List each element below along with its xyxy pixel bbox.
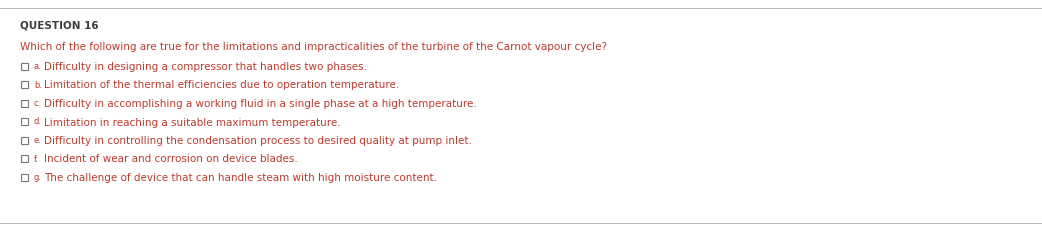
Text: QUESTION 16: QUESTION 16	[20, 20, 99, 30]
Bar	[21, 63, 28, 70]
Text: f.: f.	[34, 155, 39, 164]
Text: b.: b.	[34, 81, 42, 90]
Bar	[21, 137, 28, 144]
Bar	[21, 81, 28, 88]
Bar	[21, 174, 28, 181]
Text: d.: d.	[34, 117, 42, 126]
Bar	[21, 118, 28, 125]
Text: e.: e.	[34, 136, 42, 145]
Text: Which of the following are true for the limitations and impracticalities of the : Which of the following are true for the …	[20, 42, 607, 52]
Text: g.: g.	[34, 173, 42, 182]
Text: Difficulty in controlling the condensation process to desired quality at pump in: Difficulty in controlling the condensati…	[44, 136, 472, 146]
Text: Difficulty in designing a compressor that handles two phases.: Difficulty in designing a compressor tha…	[44, 62, 367, 72]
Text: a.: a.	[34, 62, 42, 71]
Text: Limitation in reaching a suitable maximum temperature.: Limitation in reaching a suitable maximu…	[44, 117, 341, 128]
Text: Limitation of the thermal efficiencies due to operation temperature.: Limitation of the thermal efficiencies d…	[44, 81, 399, 90]
Text: Difficulty in accomplishing a working fluid in a single phase at a high temperat: Difficulty in accomplishing a working fl…	[44, 99, 477, 109]
Bar	[21, 100, 28, 107]
Text: The challenge of device that can handle steam with high moisture content.: The challenge of device that can handle …	[44, 173, 437, 183]
Text: Incident of wear and corrosion on device blades.: Incident of wear and corrosion on device…	[44, 155, 298, 164]
Bar	[21, 155, 28, 162]
Text: c.: c.	[34, 99, 42, 108]
